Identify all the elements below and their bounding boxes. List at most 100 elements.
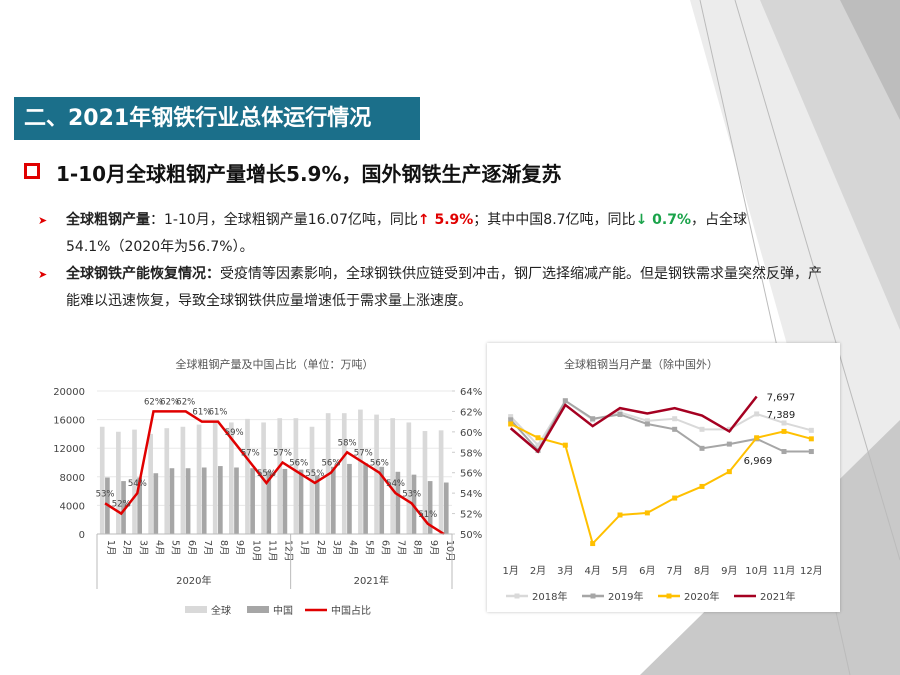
marker xyxy=(699,445,705,451)
bullet-text: ；其中中国8.7亿吨，同比 xyxy=(473,212,636,228)
line xyxy=(509,399,812,453)
y2-tick-label: 50% xyxy=(460,530,482,541)
x-tick-label: 10月 xyxy=(745,565,768,577)
bar xyxy=(137,477,143,534)
x-tick-label: 6月 xyxy=(639,565,655,577)
subtitle-text: 1-10月全球粗钢产量增长5.9%，国外钢铁生产逐渐复苏 xyxy=(56,162,562,186)
bar xyxy=(422,431,428,534)
marker xyxy=(508,414,514,420)
bar xyxy=(438,430,444,534)
data-label: 54% xyxy=(386,479,405,489)
y-tick-label: 0 xyxy=(79,530,85,541)
x-tick-label: 9月 xyxy=(234,540,245,556)
legend-marker xyxy=(666,593,672,599)
marker xyxy=(535,442,541,448)
data-label: 61% xyxy=(192,408,211,418)
deco-shape xyxy=(760,0,900,330)
marker xyxy=(672,416,678,422)
x-tick-label: 5月 xyxy=(612,565,628,577)
marker xyxy=(617,411,623,417)
deco-shape xyxy=(840,0,900,120)
data-label: 56% xyxy=(322,459,341,469)
data-label: 61% xyxy=(209,408,228,418)
legend-marker xyxy=(514,593,520,599)
bar xyxy=(266,471,272,534)
x-tick-label: 9月 xyxy=(721,565,737,577)
marker xyxy=(644,510,650,516)
marker xyxy=(590,416,596,422)
x-tick-label: 3月 xyxy=(137,540,148,556)
bar xyxy=(234,467,239,534)
legend-swatch xyxy=(185,606,207,613)
marker xyxy=(808,436,814,442)
data-label: 57% xyxy=(273,449,292,459)
data-label: 57% xyxy=(354,449,373,459)
bullet-text: 受疫情等因素影响，全球钢铁供应链受到冲击，钢厂选择缩减产能。但是钢铁需求量突然反… xyxy=(66,266,822,309)
legend-label: 中国 xyxy=(273,604,293,617)
marker xyxy=(781,420,787,426)
bar xyxy=(395,471,401,534)
bar xyxy=(116,431,121,534)
x-tick-label: 7月 xyxy=(666,565,682,577)
bar xyxy=(277,418,283,534)
bar xyxy=(196,424,202,534)
data-label: 6,969 xyxy=(744,456,773,467)
data-label: 54% xyxy=(128,479,147,489)
bar xyxy=(245,418,250,534)
x-tick-label: 5月 xyxy=(170,540,181,556)
bar xyxy=(374,414,379,534)
legend-label: 中国占比 xyxy=(331,604,371,617)
bar xyxy=(228,422,234,534)
bar xyxy=(169,468,175,534)
bar xyxy=(390,418,396,534)
marker xyxy=(672,426,678,432)
chart-title: 全球粗钢产量及中国占比（单位：万吨） xyxy=(176,357,374,371)
marker xyxy=(590,541,596,547)
marker xyxy=(754,411,760,417)
bar xyxy=(218,466,223,534)
y-tick-label: 20000 xyxy=(53,387,85,398)
x-tick-label: 1月 xyxy=(105,540,116,556)
bullet-down: ↓ 0.7% xyxy=(635,212,691,228)
x-tick-label: 4月 xyxy=(584,565,600,577)
x-tick-label: 12月 xyxy=(283,540,294,562)
bar xyxy=(201,467,207,534)
bar xyxy=(358,409,363,534)
bar xyxy=(314,475,320,534)
bar xyxy=(185,468,191,534)
x-tick-label: 12月 xyxy=(800,565,823,577)
bullet-text: ：1-10月，全球粗钢产量16.07亿吨，同比 xyxy=(150,212,418,228)
marker xyxy=(644,418,650,424)
bar xyxy=(427,481,433,534)
title: 二、2021年钢铁行业总体运行情况 xyxy=(14,97,420,140)
legend-marker xyxy=(590,593,596,599)
marker xyxy=(508,421,514,427)
x-tick-label: 2月 xyxy=(315,540,326,556)
bar xyxy=(406,422,412,534)
x-tick-label: 1月 xyxy=(299,540,310,556)
y2-tick-label: 54% xyxy=(460,489,482,500)
bar xyxy=(330,466,336,534)
marker xyxy=(808,427,814,433)
data-label: 52% xyxy=(112,500,131,510)
data-label: 59% xyxy=(225,428,244,438)
bullet: ➤ 全球钢铁产能恢复情况：受疫情等因素影响，全球钢铁供应链受到冲击，钢厂选择缩减产… xyxy=(38,266,822,309)
x-tick-label: 3月 xyxy=(331,540,342,556)
marker xyxy=(754,435,760,441)
marker xyxy=(781,449,787,455)
data-label: 55% xyxy=(305,469,324,479)
marker xyxy=(699,483,705,489)
bullet-label: 全球钢铁产能恢复情况： xyxy=(66,266,220,282)
bar xyxy=(341,413,347,534)
marker xyxy=(726,441,732,447)
x-tick-label: 8月 xyxy=(694,565,710,577)
data-label: 56% xyxy=(370,459,389,469)
marker xyxy=(726,469,732,475)
bar xyxy=(363,463,368,534)
bar xyxy=(298,469,304,534)
bar xyxy=(347,463,352,534)
data-label: 53% xyxy=(96,489,115,499)
x-tick-label: 8月 xyxy=(218,540,229,556)
bar xyxy=(99,426,105,534)
